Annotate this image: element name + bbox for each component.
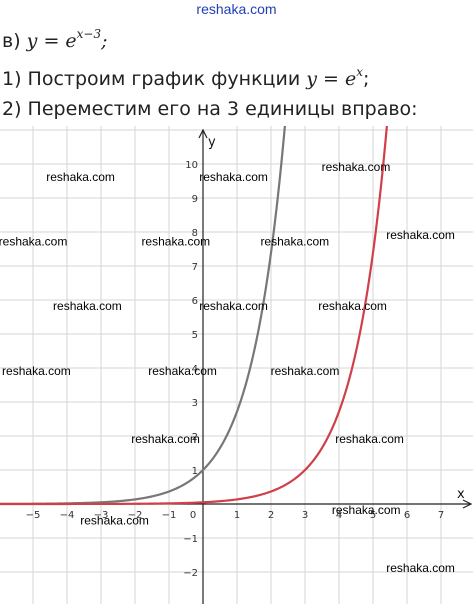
x-axis-label: x xyxy=(457,487,465,502)
y-tick-label: 5 xyxy=(192,330,198,341)
y-tick-label: 3 xyxy=(192,398,198,409)
watermark-text: reshaka.com xyxy=(386,561,455,575)
watermark-text: reshaka.com xyxy=(199,170,268,184)
problem-heading: в) y = ex−3; xyxy=(2,23,108,52)
step-1-func-exponent: x xyxy=(356,65,363,79)
x-tick-label: 3 xyxy=(302,510,308,521)
y-tick-label: 8 xyxy=(192,228,198,239)
x-tick-label: −4 xyxy=(60,510,75,521)
y-tick-label: −2 xyxy=(183,568,198,579)
step-1-function: y = ex xyxy=(306,65,363,90)
x-tick-label: 4 xyxy=(336,510,342,521)
x-tick-label: −3 xyxy=(94,510,109,521)
watermark-text: reshaka.com xyxy=(80,513,149,527)
step-1-end: ; xyxy=(363,68,370,90)
step-1-text: 1) Построим график функции xyxy=(2,68,307,90)
y-axis-label: y xyxy=(208,135,216,150)
y-axis-arrow xyxy=(198,128,208,139)
curves xyxy=(0,126,388,506)
y-tick-label: −1 xyxy=(183,534,198,545)
y-tick-label: 7 xyxy=(192,262,198,273)
watermark-text: reshaka.com xyxy=(199,299,268,313)
watermark-text: reshaka.com xyxy=(148,364,217,378)
y-tick-label: 10 xyxy=(185,160,198,171)
watermark-text: reshaka.com xyxy=(131,432,200,446)
problem-label: в) xyxy=(2,30,21,52)
watermark-text: reshaka.com xyxy=(271,364,340,378)
y-tick-label: 2 xyxy=(192,432,198,443)
tick-labels: −5 −4 −3 −2 −1 0 1 2 3 4 5 6 7 −2 −1 1 2 3 4 5 6 7 8 9 10 xyxy=(26,160,445,579)
y-tick-label: 4 xyxy=(192,364,198,375)
watermark-text: reshaka.com xyxy=(335,432,404,446)
step-2: 2) Переместим его на 3 единицы вправо: xyxy=(2,98,418,120)
curve-exp-x-minus-3 xyxy=(0,126,388,506)
x-axis-arrow xyxy=(462,499,473,509)
x-tick-label: 7 xyxy=(438,510,444,521)
watermark-text: reshaka.com xyxy=(318,299,387,313)
watermark-text: reshaka.com xyxy=(46,170,115,184)
x-tick-label: 6 xyxy=(404,510,410,521)
watermark-text: reshaka.com xyxy=(260,235,329,249)
problem-func-exponent: x−3 xyxy=(76,27,102,41)
problem-func-end: ; xyxy=(101,30,108,52)
watermarks: reshaka.com reshaka.com reshaka.com reshaka… xyxy=(0,160,455,575)
watermark-text: reshaka.com xyxy=(0,235,67,249)
x-tick-label: −2 xyxy=(128,510,143,521)
watermark-text: reshaka.com xyxy=(53,299,122,313)
problem-func-base: y = e xyxy=(26,30,77,52)
watermark-text: reshaka.com xyxy=(141,235,210,249)
x-tick-label: −5 xyxy=(26,510,41,521)
y-tick-label: 1 xyxy=(192,466,198,477)
site-header-watermark: reshaka.com xyxy=(196,1,277,17)
x-tick-label: 1 xyxy=(234,510,240,521)
x-tick-label: 5 xyxy=(370,510,376,521)
y-tick-label: 6 xyxy=(192,296,198,307)
y-tick-label: 9 xyxy=(192,194,198,205)
grid xyxy=(0,126,473,604)
watermark-text: reshaka.com xyxy=(2,364,71,378)
watermark-text: reshaka.com xyxy=(322,160,391,174)
x-tick-label: 0 xyxy=(190,510,196,521)
step-2-text: 2) Переместим его на 3 единицы вправо: xyxy=(2,98,418,120)
function-graph: x y −5 −4 −3 −2 −1 0 1 2 3 4 5 6 7 −2 −1 1 2 3 4 5 6 7 8 9 10 res… xyxy=(0,126,473,604)
step-1: 1) Построим график функции y = ex; xyxy=(2,61,369,90)
step-1-func-base: y = e xyxy=(306,68,357,90)
problem-function: y = ex−3; xyxy=(26,27,108,52)
watermark-text: reshaka.com xyxy=(332,503,401,517)
x-tick-label: −1 xyxy=(162,510,177,521)
x-tick-label: 2 xyxy=(268,510,274,521)
watermark-text: reshaka.com xyxy=(386,228,455,242)
